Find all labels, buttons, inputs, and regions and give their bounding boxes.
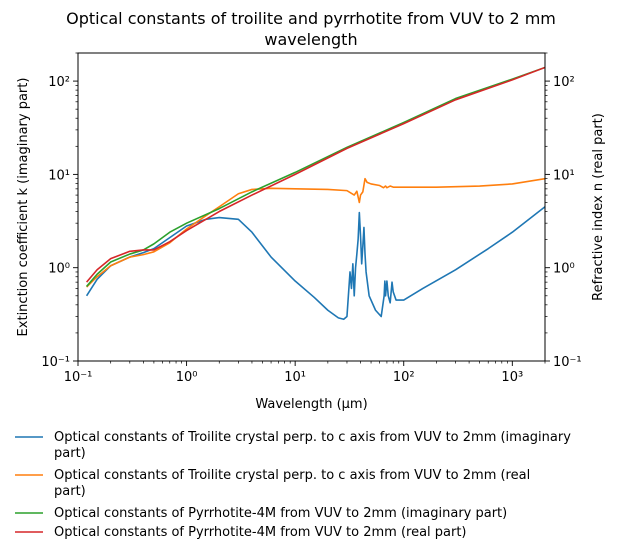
- x-tick-label: 10¹: [284, 370, 306, 385]
- legend-label-2: part): [54, 484, 86, 499]
- y-left-tick-label: 10⁰: [48, 262, 70, 277]
- chart-title-line-1: Optical constants of troilite and pyrrho…: [66, 9, 556, 28]
- x-tick-label: 10⁰: [176, 370, 198, 385]
- y-left-tick-label: 10¹: [48, 168, 70, 183]
- legend-label-1: part): [54, 446, 86, 461]
- y-axis-label-right: Refractive index n (real part): [591, 113, 606, 301]
- series-line-2: [86, 177, 545, 288]
- y-left-tick-label: 10⁻¹: [41, 355, 70, 370]
- plot-frame: [77, 52, 546, 362]
- y-right-tick-label: 10⁰: [553, 262, 575, 277]
- series-line-3: [85, 66, 545, 287]
- legend-label-1: Optical constants of Troilite crystal pe…: [54, 430, 571, 445]
- y-right-tick-label: 10²: [553, 75, 575, 90]
- x-tick-label: 10²: [393, 370, 415, 385]
- x-axis-label: Wavelength (μm): [255, 397, 367, 412]
- series-line-4: [85, 66, 545, 283]
- legend: Optical constants of Troilite crystal pe…: [15, 430, 571, 540]
- legend-label-4: Optical constants of Pyrrhotite-4M from …: [54, 525, 467, 540]
- y-right-tick-label: 10⁻¹: [553, 355, 582, 370]
- series-group: [85, 66, 545, 321]
- y-axis-label-left: Extinction coefficient k (imaginary part…: [16, 78, 31, 337]
- legend-label-2: Optical constants of Troilite crystal pe…: [54, 468, 530, 483]
- x-tick-label: 10⁻¹: [64, 370, 93, 385]
- y-left-tick-label: 10²: [48, 75, 70, 90]
- y-right-tick-label: 10¹: [553, 168, 575, 183]
- legend-label-3: Optical constants of Pyrrhotite-4M from …: [54, 506, 507, 521]
- x-tick-label: 10³: [501, 370, 523, 385]
- chart-title-line-2: wavelength: [264, 30, 357, 49]
- series-line-1: [85, 206, 545, 321]
